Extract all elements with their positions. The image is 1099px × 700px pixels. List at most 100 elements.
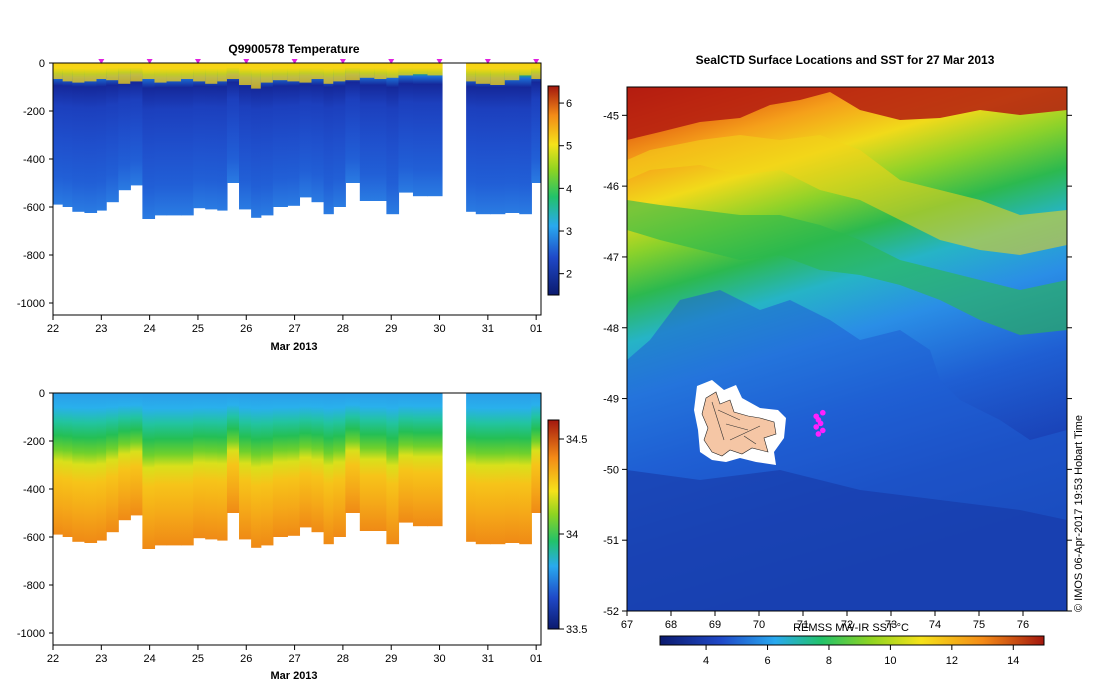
mixed-layer [374, 63, 387, 79]
map-x-tick-label: 70 [753, 619, 765, 631]
profile-column [299, 393, 313, 528]
profile-column [287, 393, 301, 536]
profile-column [53, 63, 64, 205]
profile-column [239, 393, 252, 540]
map-y-tick-label: -45 [603, 110, 619, 122]
map-x-tick-label: 74 [929, 619, 941, 631]
mixed-layer [166, 63, 182, 82]
profile-column [84, 63, 98, 213]
profile-column [427, 63, 443, 197]
profile-column [118, 393, 131, 521]
map-y-tick-label: -49 [603, 394, 619, 406]
y-tick-label: -200 [23, 106, 45, 118]
temperature-x-axis: 22 23 24 25 26 27 28 29 30 31 01 [47, 315, 542, 335]
mixed-layer [272, 63, 288, 81]
mixed-layer [333, 63, 346, 82]
x-tick-label: 28 [337, 653, 349, 665]
x-tick-label: 29 [385, 653, 397, 665]
colorbar-tick-label: 33.5 [566, 624, 587, 636]
mixed-layer [398, 63, 414, 76]
profile-column [106, 63, 119, 203]
profile-column [226, 63, 240, 183]
map-y-tick-label: -51 [603, 535, 619, 547]
profile-column [323, 63, 334, 215]
map-y-tick-label: -50 [603, 464, 619, 476]
map-x-tick-label: 69 [709, 619, 721, 631]
mixed-layer [504, 63, 520, 81]
salinity-y-axis: 0 -200 -400 -600 -800 -1000 [17, 388, 53, 640]
map-x-tick-label: 76 [1017, 619, 1029, 631]
sst-cold-region [627, 470, 1067, 611]
profile-column [251, 393, 262, 548]
profile-column [466, 63, 477, 212]
mixed-layer [299, 63, 313, 83]
y-tick-label: -1000 [17, 298, 45, 310]
sst-map-y-axis: -45 -46 -47 -48 -49 -50 -51 -52 [603, 110, 1072, 618]
profile-column [311, 393, 325, 533]
x-tick-label: 28 [337, 323, 349, 335]
profile-marker [388, 59, 395, 64]
mixed-layer [118, 63, 131, 84]
colorbar-tick-label: 34 [566, 529, 578, 541]
profile-column [106, 393, 119, 533]
x-tick-label: 26 [240, 653, 252, 665]
salinity-panel: 0 -200 -400 -600 -800 -1000 22 23 24 25 26 27 28 29 3… [17, 388, 588, 682]
profile-column [181, 63, 194, 216]
mixed-layer [96, 63, 107, 79]
profile-column [193, 393, 206, 539]
sst-warm-band [627, 87, 1067, 140]
x-tick-label: 26 [240, 323, 252, 335]
profile-column [519, 393, 532, 545]
sst-field [627, 87, 1067, 611]
sst-yellow-band [627, 135, 1067, 255]
map-x-tick-label: 68 [665, 619, 677, 631]
y-tick-label: -600 [23, 202, 45, 214]
map-y-tick-label: -47 [603, 252, 619, 264]
mixed-layer [62, 63, 73, 82]
x-tick-label: 23 [95, 323, 107, 335]
profile-column [504, 393, 520, 543]
y-tick-label: 0 [39, 388, 45, 400]
colorbar-tick-label: 5 [566, 141, 572, 153]
profile-column [272, 63, 288, 207]
credit-text: © IMOS 06-Apr-2017 19:53 Hobart Time [1073, 415, 1085, 612]
salinity-x-axis: 22 23 24 25 26 27 28 29 30 31 01 [47, 645, 542, 665]
profile-column [359, 63, 375, 201]
temperature-x-label: Mar 2013 [270, 341, 317, 353]
profile-column [412, 393, 429, 527]
sst-colorbar-tick-label: 8 [826, 655, 832, 667]
salinity-columns [53, 393, 541, 549]
profile-column [374, 393, 387, 531]
sst-green-band [627, 200, 1067, 335]
profile-column [333, 393, 346, 537]
y-tick-label: -400 [23, 154, 45, 166]
mixed-layer [226, 63, 240, 79]
profile-column [272, 393, 288, 537]
x-tick-label: 27 [288, 653, 300, 665]
profile-marker [243, 59, 250, 64]
profile-column [299, 63, 313, 198]
profile-column [490, 393, 506, 545]
x-tick-label: 01 [530, 653, 542, 665]
y-tick-label: -600 [23, 532, 45, 544]
profile-column [166, 393, 182, 546]
sst-map-panel: SealCTD Surface Locations and SST for 27… [603, 53, 1072, 667]
profile-column [62, 63, 73, 207]
profile-column [323, 393, 334, 545]
profile-column [531, 393, 541, 513]
profile-column [374, 63, 387, 201]
profile-column [531, 63, 541, 183]
profile-column [72, 63, 86, 212]
mixed-layer [345, 63, 361, 81]
mixed-layer [475, 63, 491, 84]
profile-column [130, 393, 143, 516]
profile-column [193, 63, 206, 209]
x-tick-label: 31 [482, 323, 494, 335]
y-tick-label: -400 [23, 484, 45, 496]
profile-marker [339, 59, 346, 64]
profile-column [475, 63, 491, 215]
profile-column [398, 393, 414, 523]
x-tick-label: 27 [288, 323, 300, 335]
x-tick-label: 01 [530, 323, 542, 335]
map-x-tick-label: 73 [885, 619, 897, 631]
